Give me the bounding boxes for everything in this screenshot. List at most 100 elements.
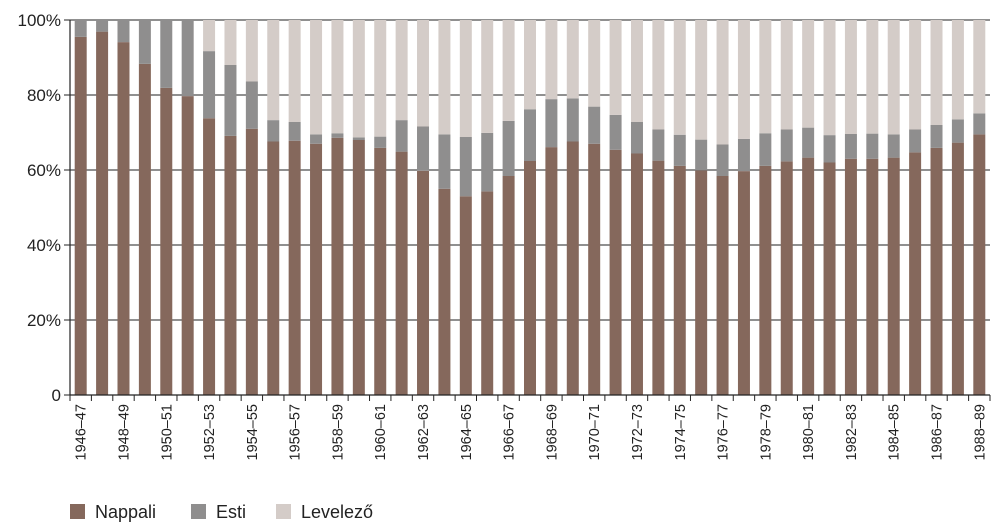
bar-nappali	[331, 137, 344, 395]
bar-esti	[160, 20, 173, 88]
bar-esti	[74, 20, 87, 37]
bar-levelezo	[459, 20, 472, 137]
bar-levelezo	[823, 20, 836, 136]
bar-esti	[673, 134, 686, 166]
bar-nappali	[459, 196, 472, 395]
bar-levelezo	[673, 20, 686, 135]
x-tick-label: 1946–47	[74, 404, 90, 460]
x-tick-label: 1988–89	[972, 404, 988, 460]
bar-esti	[288, 122, 301, 141]
bar-levelezo	[331, 20, 344, 134]
x-tick-label: 1986–87	[930, 404, 946, 460]
bar-nappali	[609, 149, 622, 395]
bar-esti	[117, 20, 130, 43]
bar-levelezo	[951, 20, 964, 120]
x-tick-label: 1978–79	[758, 404, 774, 460]
bar-levelezo	[630, 20, 643, 122]
bar-esti	[973, 113, 986, 135]
bar-nappali	[652, 160, 665, 395]
bar-nappali	[395, 151, 408, 395]
y-tick-label: 80%	[27, 86, 61, 105]
legend-swatch-nappali	[70, 504, 85, 519]
bar-nappali	[673, 165, 686, 395]
bar-esti	[502, 120, 515, 176]
y-tick-label: 0	[52, 386, 61, 405]
bar-esti	[481, 132, 494, 192]
bar-levelezo	[352, 20, 365, 138]
y-tick-label: 60%	[27, 161, 61, 180]
bar-nappali	[160, 87, 173, 395]
x-tick-label: 1976–77	[716, 404, 732, 460]
bar-esti	[866, 133, 879, 159]
bar-nappali	[951, 142, 964, 395]
bar-nappali	[630, 153, 643, 395]
x-tick-label: 1948–49	[116, 404, 132, 460]
y-tick-label: 40%	[27, 236, 61, 255]
axes	[64, 19, 991, 401]
x-tick-label: 1954–55	[245, 404, 261, 460]
bar-esti	[716, 144, 729, 176]
bar-esti	[203, 51, 216, 119]
bar-nappali	[203, 118, 216, 395]
bar-esti	[417, 126, 430, 171]
bars	[74, 20, 986, 395]
x-tick-label: 1984–85	[887, 404, 903, 460]
bar-levelezo	[802, 20, 815, 128]
bar-nappali	[566, 141, 579, 395]
bar-esti	[759, 133, 772, 166]
bar-levelezo	[887, 20, 900, 135]
x-tick-label: 1982–83	[844, 404, 860, 460]
bar-nappali	[96, 31, 109, 395]
bar-esti	[802, 127, 815, 158]
x-tick-label: 1974–75	[673, 404, 689, 460]
bar-esti	[887, 134, 900, 158]
bar-levelezo	[588, 20, 601, 107]
x-tick-label: 1958–59	[330, 404, 346, 460]
x-tick-label: 1964–65	[459, 404, 475, 460]
bar-levelezo	[930, 20, 943, 125]
legend-label-nappali: Nappali	[95, 502, 156, 522]
bar-nappali	[138, 63, 151, 395]
bar-nappali	[524, 161, 536, 395]
bar-esti	[181, 20, 194, 97]
bar-nappali	[909, 152, 922, 395]
bar-levelezo	[909, 20, 922, 130]
x-tick-label: 1950–51	[159, 404, 175, 460]
bar-nappali	[374, 147, 387, 395]
x-tick-label: 1960–61	[373, 404, 389, 460]
bar-levelezo	[545, 20, 558, 100]
bar-nappali	[481, 191, 494, 395]
y-tick-labels: 0 20% 40% 60% 80% 100%	[18, 11, 61, 405]
bar-nappali	[267, 141, 280, 395]
bar-esti	[96, 20, 109, 32]
bar-esti	[695, 139, 708, 171]
bar-nappali	[288, 140, 301, 395]
bar-nappali	[695, 170, 708, 395]
bar-esti	[630, 122, 643, 154]
x-tick-label: 1970–71	[587, 404, 603, 460]
bar-nappali	[417, 170, 430, 395]
bar-esti	[331, 133, 344, 138]
bar-nappali	[181, 96, 194, 395]
bar-levelezo	[310, 20, 323, 135]
bar-esti	[438, 134, 451, 189]
bar-levelezo	[502, 20, 515, 121]
bar-nappali	[759, 165, 772, 395]
bar-esti	[310, 134, 323, 144]
bar-esti	[951, 119, 964, 143]
bar-levelezo	[844, 20, 857, 134]
x-tick-label: 1962–63	[416, 404, 432, 460]
legend-swatch-levelezo	[276, 504, 291, 519]
bar-nappali	[737, 171, 750, 395]
bar-nappali	[930, 147, 943, 395]
bar-esti	[844, 134, 857, 159]
bar-esti	[780, 129, 793, 162]
bar-levelezo	[395, 20, 408, 121]
x-tick-label: 1966–67	[502, 404, 518, 460]
bar-levelezo	[438, 20, 451, 135]
bar-esti	[545, 99, 558, 148]
y-tick-label: 100%	[18, 11, 61, 30]
bar-levelezo	[780, 20, 793, 130]
bar-nappali	[716, 176, 729, 395]
